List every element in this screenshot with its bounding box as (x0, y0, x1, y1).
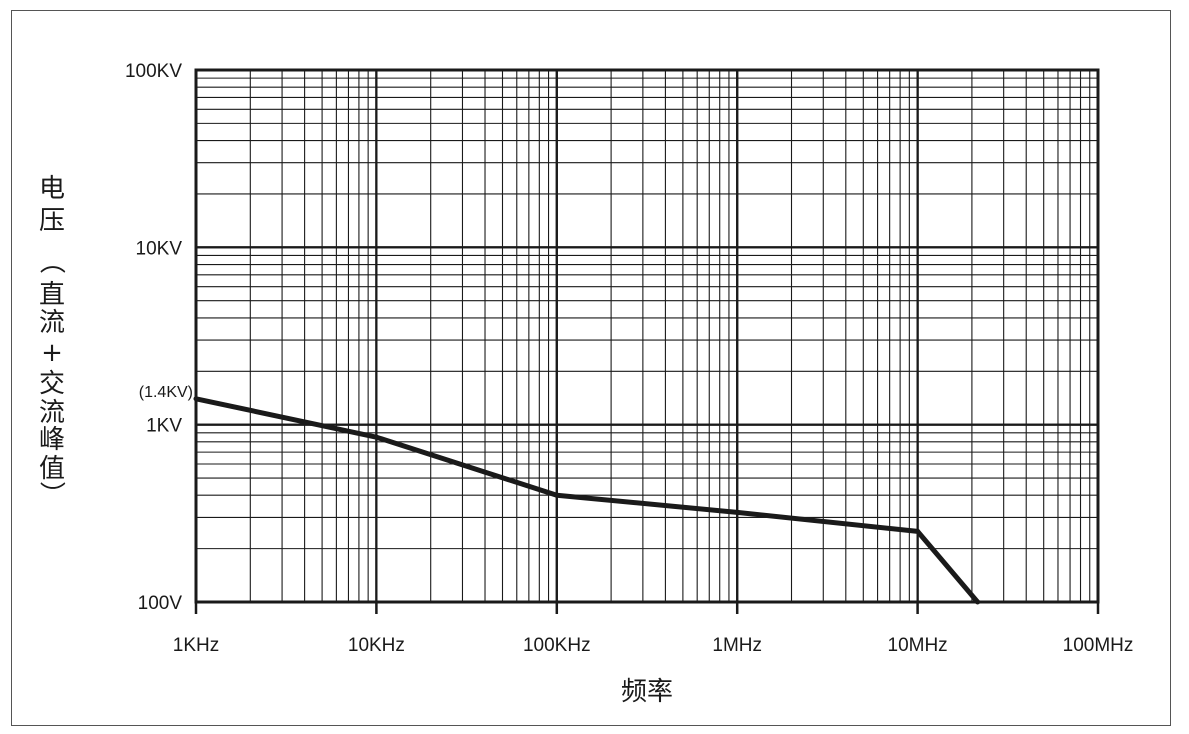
data-point (734, 509, 740, 515)
x-tick-label: 10KHz (348, 635, 405, 656)
y-axis-title-char: （ (36, 248, 66, 274)
y-tick-labels: 100V 1KV 10KV 100KV (125, 61, 182, 614)
data-point (193, 396, 199, 402)
y-axis-title-char: 流 (39, 398, 65, 428)
data-point (915, 528, 921, 534)
x-tick-label: 10MHz (888, 635, 948, 656)
data-point (975, 599, 981, 605)
y-axis-title-char: 直 (39, 280, 65, 310)
annotation-label: (1.4KV) (139, 384, 193, 401)
plot-border (194, 68, 1100, 604)
x-tick-label: 100KHz (523, 635, 591, 656)
x-tick-label: 100MHz (1063, 635, 1134, 656)
y-axis-title-char: 值 (39, 454, 65, 484)
y-axis-title-char: 峰 (39, 425, 65, 455)
series-line (195, 396, 980, 604)
chart-frame (11, 10, 1171, 726)
y-axis-title-char: 电 (39, 174, 65, 204)
x-tick-label: 1KHz (173, 635, 219, 656)
y-axis-title-char: 压 (39, 206, 65, 236)
data-point (373, 434, 379, 440)
x-tick-label: 1MHz (712, 635, 762, 656)
y-tick-label: 10KV (136, 238, 183, 259)
y-axis-title-char: ） (36, 481, 66, 507)
x-tick-labels: 1KHz 10KHz 100KHz 1MHz 10MHz 100MHz (173, 635, 1134, 656)
grid (194, 68, 1100, 614)
y-tick-label: 1KV (146, 416, 182, 437)
y-axis-title-char: 交 (39, 369, 65, 399)
y-axis-title-char: + (41, 338, 63, 368)
y-tick-label: 100V (138, 593, 183, 614)
y-axis-title-char: 流 (39, 308, 65, 338)
y-tick-label: 100KV (125, 61, 182, 82)
data-point (554, 492, 560, 498)
data-points (193, 396, 981, 605)
x-axis-title: 频率 (621, 677, 673, 707)
